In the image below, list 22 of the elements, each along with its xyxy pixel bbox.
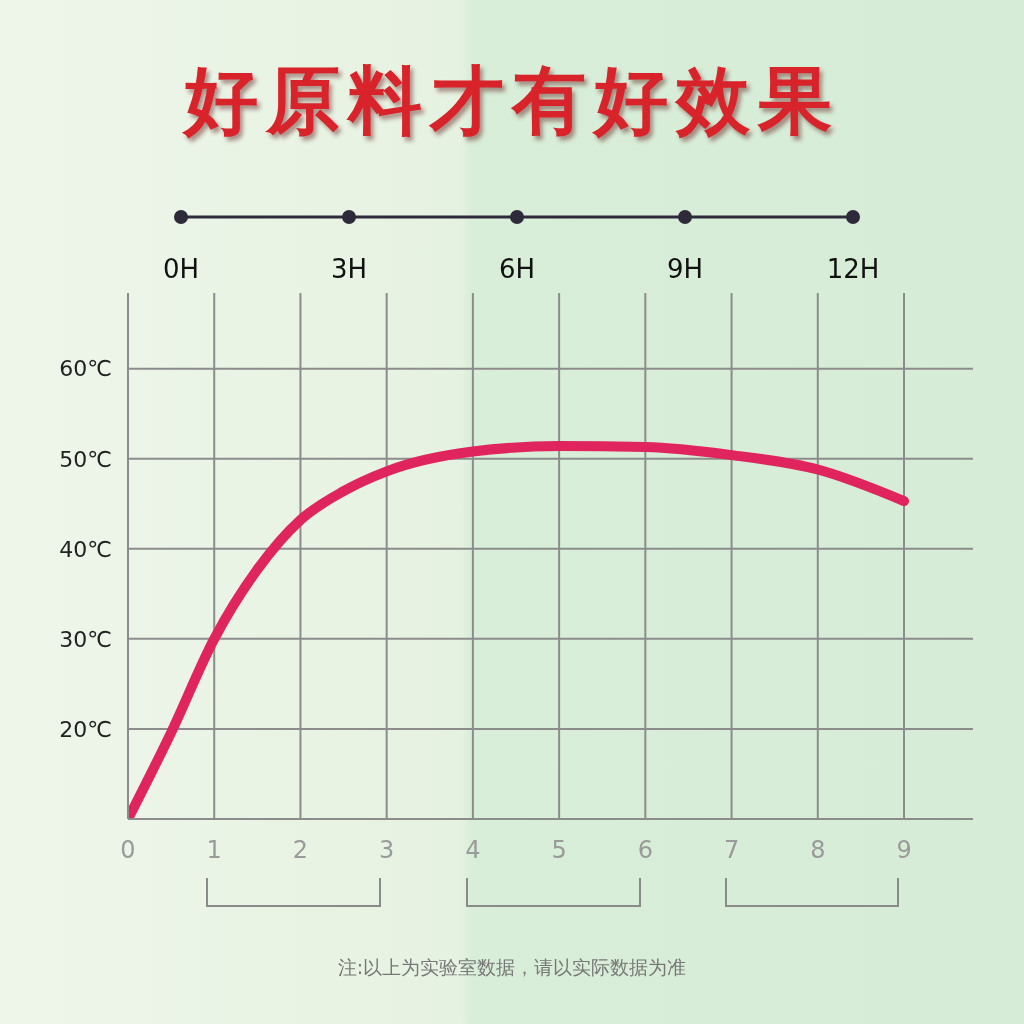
x-tick-label: 5 [551, 836, 567, 865]
x2-tick-label: 9H [666, 254, 704, 284]
y-tick-label: 60℃ [59, 356, 112, 382]
x-tick-label: 7 [723, 836, 740, 865]
x-tick-label: 3 [379, 836, 395, 865]
x-tick-label: 0 [120, 836, 136, 865]
x-tick-label: 8 [810, 836, 826, 865]
x-tick-label: 4 [465, 836, 481, 865]
x2-tick-label: 0H [162, 254, 200, 284]
y-tick-label: 40℃ [59, 536, 112, 562]
x2-tick-label: 3H [330, 254, 368, 284]
x2-tick-label: 12H [826, 254, 880, 284]
y-tick-label: 50℃ [59, 446, 112, 472]
chart-title: 好原料才有好效果 [181, 56, 841, 145]
y-tick-label: 30℃ [59, 626, 112, 652]
x2-tick-label: 6H [498, 254, 536, 284]
x-tick-label: 6 [637, 836, 653, 865]
y-tick-label: 20℃ [59, 716, 112, 742]
text: 注:以上为实验室数据，请以实际数据为准 [336, 955, 688, 980]
x-tick-label: 9 [896, 836, 912, 865]
x-tick-label: 1 [206, 836, 222, 865]
x-tick-label: 2 [292, 836, 309, 865]
